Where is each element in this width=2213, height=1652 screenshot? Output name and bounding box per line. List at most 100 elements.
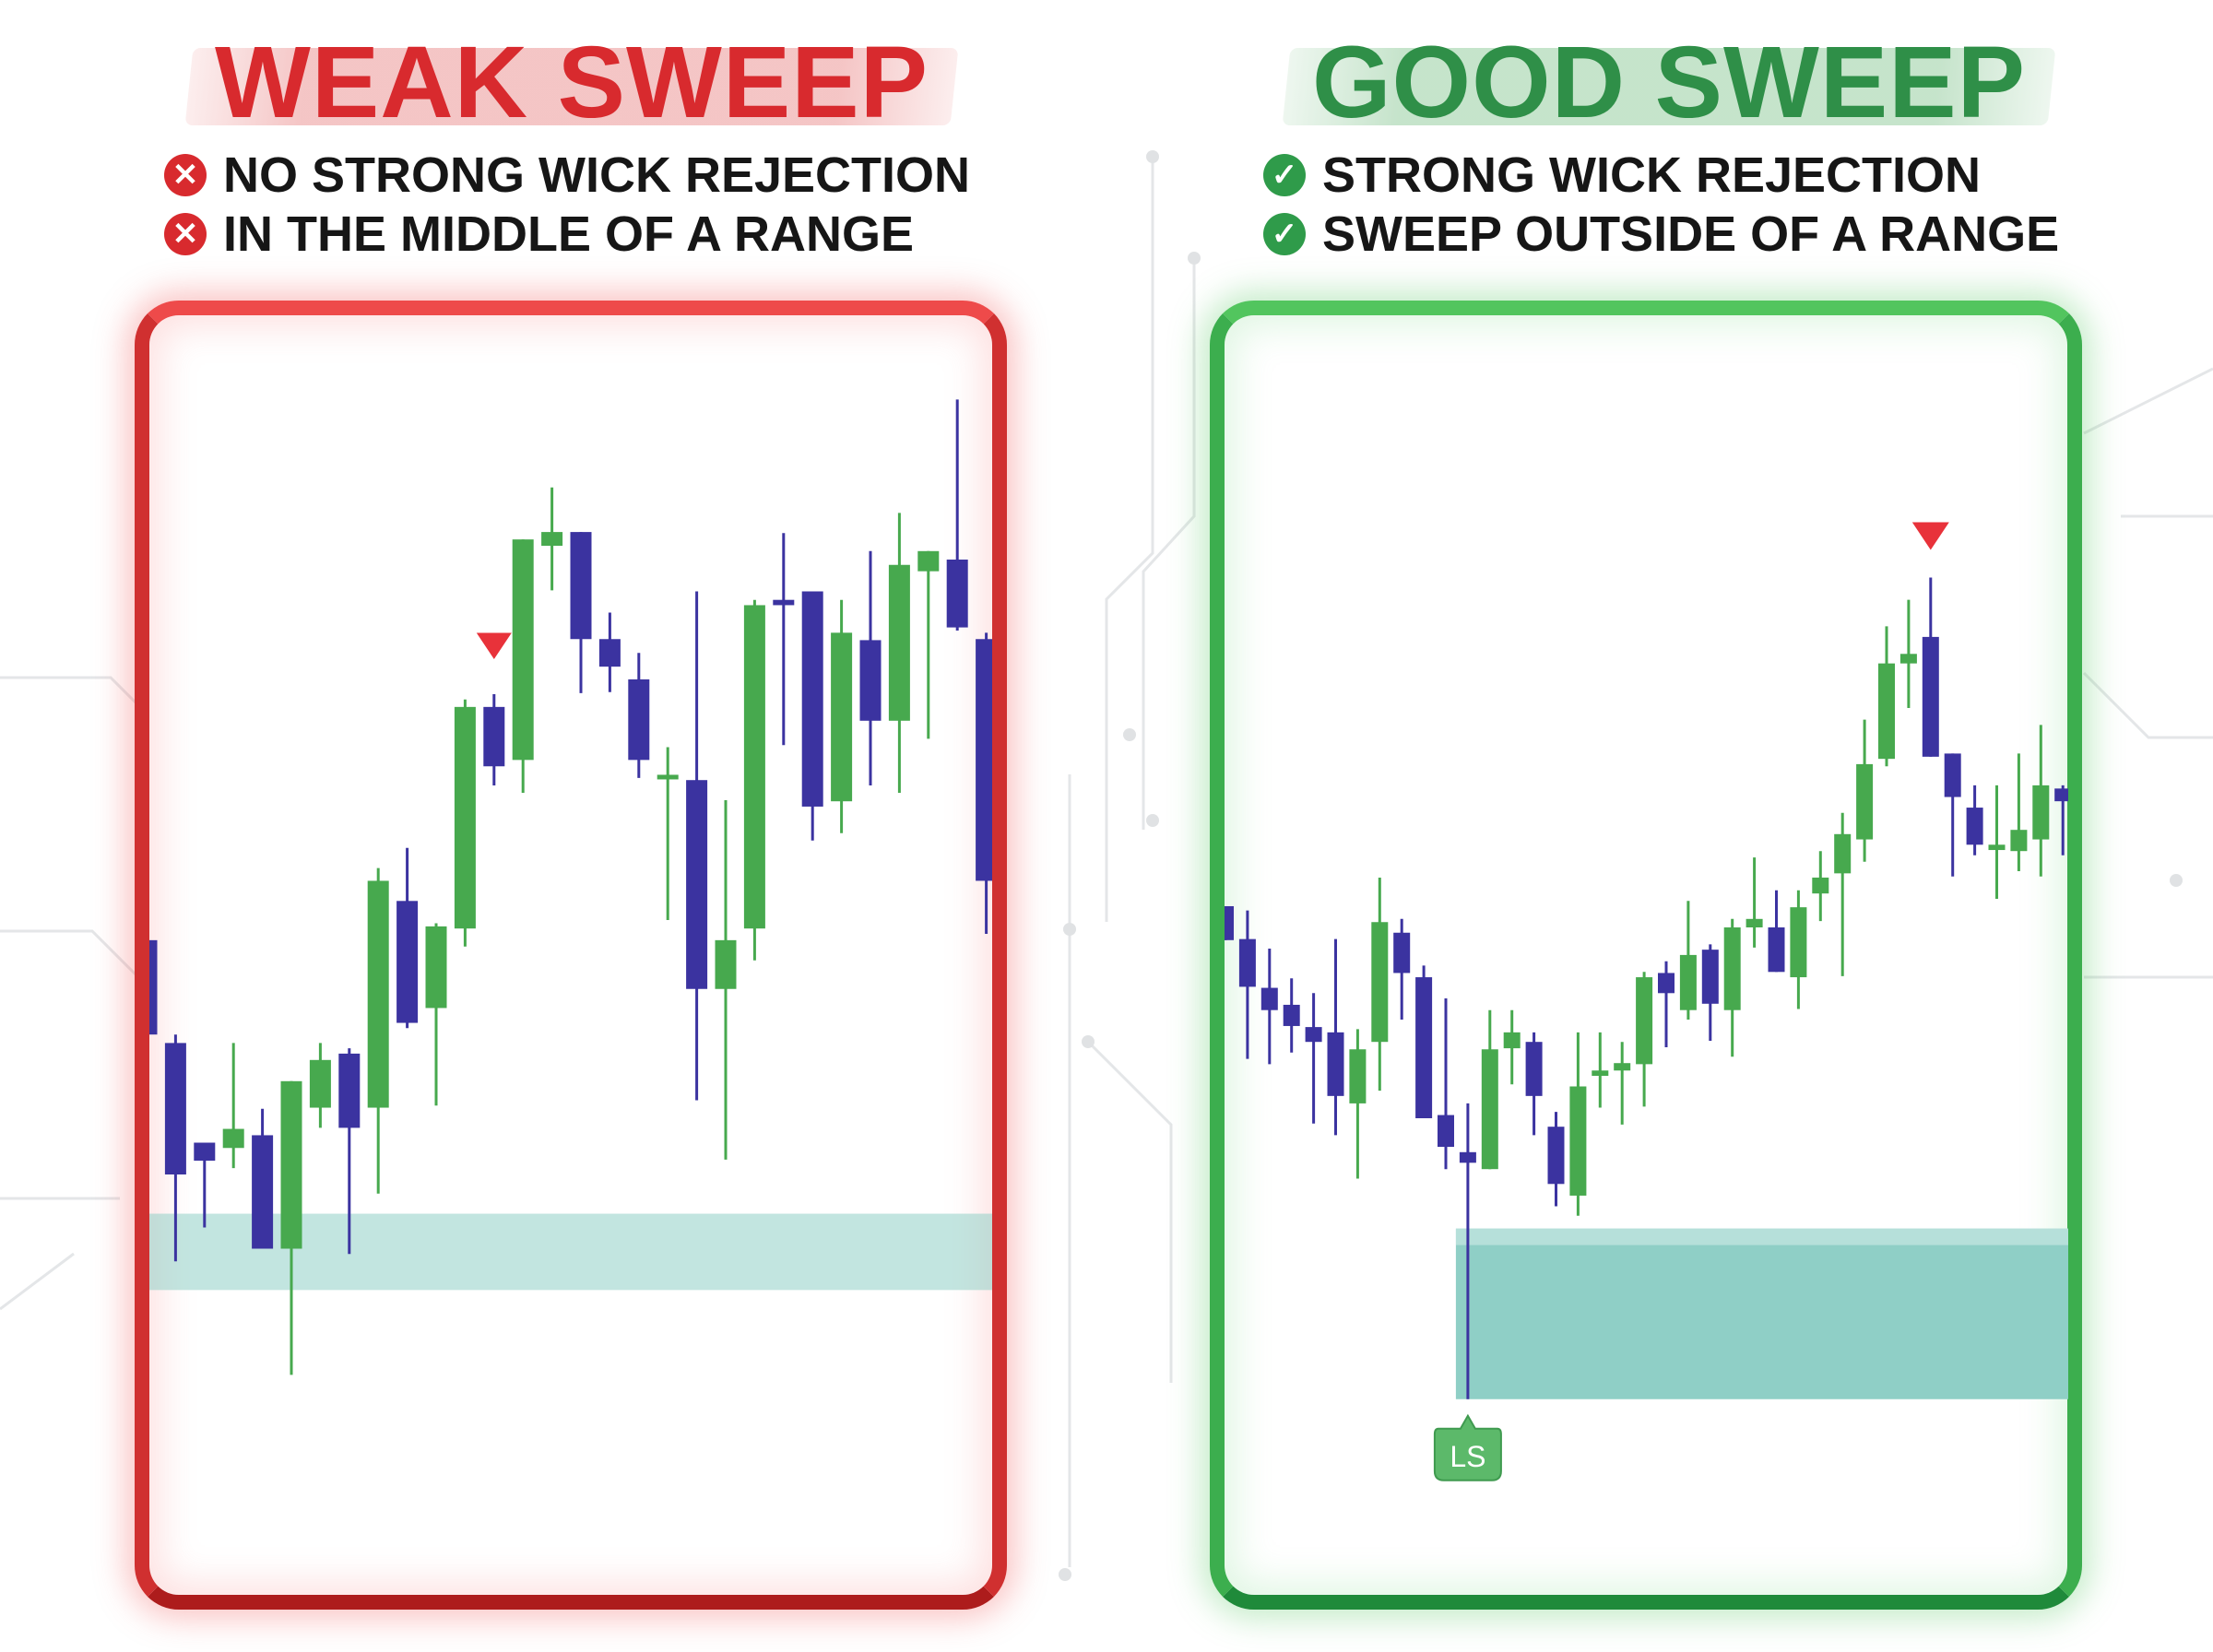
candle-body: [222, 1128, 244, 1149]
bearish-candle: [773, 533, 795, 746]
bullish-candle: [657, 747, 679, 920]
candle-body: [1547, 1127, 1565, 1185]
candle-body: [1988, 844, 2006, 851]
weak-sweep-title: WEAK SWEEP: [215, 26, 929, 139]
bullish-candle: [1503, 1009, 1521, 1085]
candle-body: [1614, 1063, 1631, 1071]
weak-sweep-panel: [135, 301, 1007, 1610]
bullet-text: NO STRONG WICK REJECTION: [223, 148, 971, 203]
bearish-candle: [1327, 938, 1344, 1136]
bullish-candle: [1371, 877, 1389, 1092]
bullet-text: STRONG WICK REJECTION: [1322, 148, 1982, 203]
bearish-candle: [1701, 944, 1719, 1042]
bullish-candle: [1856, 719, 1874, 862]
bearish-candle: [164, 1034, 186, 1262]
bearish-candle: [570, 532, 592, 693]
candle-body: [1481, 1049, 1498, 1170]
bullish-candle: [425, 923, 447, 1106]
bearish-candle: [194, 1142, 216, 1228]
bullish-candle: [831, 599, 853, 833]
candle-body: [1283, 1004, 1300, 1026]
candle-body: [1238, 938, 1256, 987]
bearish-candle: [1393, 918, 1411, 1021]
bullet-text: IN THE MIDDLE OF A RANGE: [223, 206, 914, 262]
bearish-candle: [801, 591, 823, 841]
bullish-candle: [280, 1080, 302, 1375]
candle-body: [946, 560, 968, 628]
candle-body: [773, 599, 795, 606]
bullet-item: ✓ STRONG WICK REJECTION: [1263, 146, 2059, 205]
candle-body: [2010, 830, 2028, 852]
bearish-candle: [1415, 965, 1433, 1118]
check-circle-icon: ✓: [1263, 213, 1306, 255]
bullish-candle: [222, 1043, 244, 1169]
bearish-candle: [1768, 890, 1785, 973]
bullish-candle: [309, 1043, 331, 1128]
bearish-candle: [976, 632, 992, 934]
bullet-text: SWEEP OUTSIDE OF A RANGE: [1322, 206, 2060, 262]
candle-body: [1569, 1086, 1587, 1196]
candle-body: [1812, 877, 1829, 894]
candle-body: [194, 1142, 216, 1162]
candle-body: [252, 1135, 274, 1249]
candle-body: [454, 706, 476, 929]
candle-body: [2054, 788, 2068, 802]
candle-body: [2032, 785, 2050, 840]
candle-body: [1503, 1032, 1521, 1049]
bullish-candle: [888, 513, 910, 793]
bearish-candle: [2054, 785, 2068, 856]
bearish-candle: [252, 1108, 274, 1249]
candle-body: [686, 780, 708, 989]
candle-body: [859, 640, 882, 721]
bullish-candle: [1614, 1042, 1631, 1125]
bullish-candle: [1988, 785, 2006, 899]
candle-body: [1393, 932, 1411, 974]
candle-body: [1459, 1151, 1476, 1163]
candle-body: [1636, 977, 1653, 1065]
ls-badge: [1433, 1413, 1502, 1481]
bearish-candle: [1438, 998, 1454, 1170]
candle-body: [1922, 636, 1939, 757]
candle-body: [1371, 922, 1389, 1043]
candle-body: [1415, 977, 1433, 1118]
bearish-candle: [1238, 910, 1256, 1059]
candle-body: [338, 1053, 361, 1128]
candle-body: [976, 639, 992, 881]
candle-body: [149, 939, 158, 1035]
weak-sweep-header: WEAK SWEEP: [184, 26, 959, 139]
bullish-candle: [2010, 753, 2028, 872]
bearish-candle: [628, 653, 650, 778]
bullet-item: ✕ IN THE MIDDLE OF A RANGE: [164, 205, 970, 264]
candle-body: [1944, 753, 1961, 797]
bearish-candle: [1525, 1032, 1543, 1136]
good-sweep-header: GOOD SWEEP: [1282, 26, 2056, 139]
bullish-candle: [1746, 857, 1763, 948]
bullish-candle: [917, 550, 940, 739]
candle-body: [425, 926, 447, 1009]
candle-body: [628, 678, 650, 761]
bullish-candle: [1569, 1032, 1587, 1216]
candle-body: [280, 1080, 302, 1249]
candle-body: [1966, 808, 1983, 845]
candle-body: [309, 1059, 331, 1108]
weak-sweep-bullets: ✕ NO STRONG WICK REJECTION ✕ IN THE MIDD…: [164, 146, 970, 264]
bullish-candle: [454, 699, 476, 947]
candle-body: [1305, 1027, 1322, 1043]
bearish-candle: [1922, 577, 1939, 757]
bullish-candle: [1878, 626, 1895, 767]
candle-body: [831, 632, 853, 802]
bullish-candle: [367, 867, 389, 1194]
bullish-candle: [1834, 812, 1852, 976]
candle-body: [396, 901, 419, 1023]
bullish-candle: [512, 539, 534, 793]
candle-body: [1260, 987, 1278, 1010]
good-sweep-title: GOOD SWEEP: [1312, 26, 2026, 139]
candle-body: [1834, 833, 1852, 874]
candle-body: [164, 1043, 186, 1174]
bearish-candle: [1305, 993, 1322, 1124]
bearish-candle: [396, 847, 419, 1029]
candle-body: [917, 550, 940, 572]
bearish-candle: [1547, 1112, 1565, 1207]
